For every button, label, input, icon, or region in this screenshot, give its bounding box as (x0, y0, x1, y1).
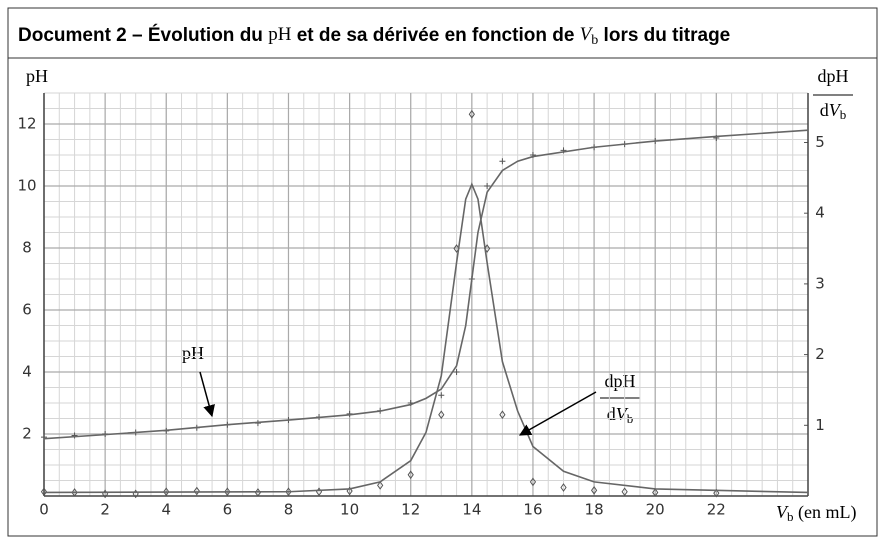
label-part: b (787, 509, 794, 524)
point (438, 410, 445, 420)
x-tick-label: 16 (523, 501, 542, 519)
y-tick-label: 12 (17, 115, 36, 133)
point (224, 487, 231, 497)
y-tick-label: 8 (22, 239, 32, 257)
y-tick-label: 4 (22, 363, 32, 381)
annotation: dVb (607, 404, 634, 426)
title-part: pH (268, 24, 292, 45)
point (499, 158, 506, 165)
point (163, 487, 170, 497)
x-tick-label: 4 (161, 501, 171, 519)
x-tick-label: 0 (39, 501, 49, 519)
x-tick-label: 18 (585, 501, 604, 519)
y-tick-label: 2 (22, 425, 32, 443)
x-tick-label: 10 (340, 501, 359, 519)
label-part: b (840, 107, 847, 122)
y-tick-label: 6 (22, 301, 32, 319)
x-axis-label: Vb (en mL) (776, 502, 856, 524)
y2-tick-label: 5 (815, 133, 825, 151)
annotation: pH (182, 343, 204, 363)
point (346, 486, 353, 496)
point (621, 487, 628, 497)
label-part: d (820, 100, 829, 120)
point (40, 487, 48, 497)
curve (43, 182, 809, 494)
point (453, 369, 460, 375)
point (71, 488, 78, 497)
x-tick-label: 20 (646, 501, 665, 519)
title-part: et de sa dérivée en fonction de (291, 25, 579, 46)
point (484, 183, 491, 189)
y2-tick-label: 4 (815, 204, 825, 222)
point (285, 487, 292, 497)
point (590, 485, 598, 495)
label-part: V (616, 404, 629, 424)
y2-tick-label: 2 (815, 345, 825, 363)
y-tick-label: 10 (17, 177, 36, 195)
x-tick-label: 12 (401, 501, 420, 519)
point (407, 470, 414, 480)
x-tick-label: 2 (100, 501, 110, 519)
x-tick-label: 14 (462, 501, 481, 519)
label-part: V (829, 100, 842, 120)
label-part: V (776, 502, 789, 522)
annotation-arrow (518, 391, 597, 436)
point (529, 477, 537, 487)
title-part: lors du titrage (598, 25, 730, 46)
title-part: Document 2 – Évolution du (18, 24, 268, 46)
title-part: b (591, 33, 598, 48)
y2-axis-label: dpH (818, 66, 849, 86)
x-tick-label: 22 (707, 501, 726, 519)
point (377, 481, 384, 490)
label-part: (en mL) (794, 502, 857, 523)
point (713, 488, 720, 498)
point (468, 109, 475, 119)
y-axis-label: pH (26, 66, 48, 86)
point (71, 432, 78, 439)
y2-tick-label: 1 (815, 416, 825, 434)
point (438, 392, 445, 399)
frame (7, 7, 878, 537)
point (41, 434, 47, 441)
annotation: dpH (605, 371, 636, 391)
title-part: V (580, 24, 594, 45)
label-part: d (607, 404, 616, 424)
curve (43, 129, 809, 440)
point (560, 483, 567, 492)
x-tick-label: 6 (223, 501, 233, 519)
point (652, 488, 659, 497)
annotation-arrow (199, 371, 215, 418)
point (193, 486, 200, 496)
y2-tick-label: 3 (815, 274, 825, 292)
chart-title: Document 2 – Évolution du pH et de sa dé… (18, 24, 730, 48)
point (499, 410, 506, 420)
x-tick-label: 8 (284, 501, 294, 519)
y2-axis-label: dVb (820, 100, 847, 122)
